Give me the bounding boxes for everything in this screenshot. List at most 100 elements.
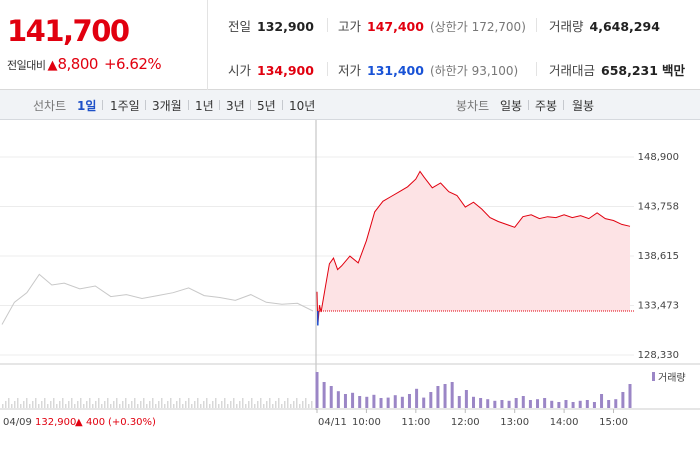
divider [327, 62, 328, 76]
prev-volume-bar [287, 398, 289, 408]
prev-volume-bar [35, 398, 37, 408]
prev-volume-bar [296, 398, 298, 408]
prev-volume-bar [302, 401, 304, 408]
prev-volume-bar [179, 398, 181, 408]
volume-bar [329, 386, 333, 408]
prev-volume-bar [242, 398, 244, 408]
low-value: 131,400 [367, 63, 424, 78]
period-5y-button[interactable]: 5년 [257, 99, 276, 113]
high-value: 147,400 [367, 19, 424, 34]
volume-bar [422, 397, 426, 408]
period-1w-button[interactable]: 1주일 [110, 99, 140, 113]
volume-bar [614, 399, 618, 408]
y-tick-label: 128,330 [638, 350, 679, 361]
prev-volume-bar [224, 398, 226, 408]
prev-volume-bar [233, 398, 235, 408]
prev-volume-bar [89, 398, 91, 408]
prev-volume-bar [107, 398, 109, 408]
prev-volume-bar [68, 401, 70, 408]
divider [327, 18, 328, 32]
prev-volume-bar [2, 404, 4, 408]
prev-volume-bar [203, 401, 205, 408]
prev-volume-bar [263, 404, 265, 408]
prev-volume-bar [281, 404, 283, 408]
prev-volume-bar [254, 404, 256, 408]
prev-volume-bar [266, 401, 268, 408]
prev-change-label: 400 [86, 417, 105, 428]
prev-volume-bar [131, 401, 133, 408]
volume-bar [436, 386, 440, 408]
volume-bar [514, 398, 518, 408]
separator [188, 100, 189, 110]
up-triangle-icon: ▲ [47, 58, 58, 73]
prev-volume-bar [95, 401, 97, 408]
separator [528, 100, 529, 110]
prev-volume-bar [137, 404, 139, 408]
volume-bar [479, 398, 483, 408]
prev-volume-bar [176, 401, 178, 408]
prev-volume-bar [167, 401, 169, 408]
weekly-candle-button[interactable]: 주봉 [535, 99, 558, 113]
period-3y-button[interactable]: 3년 [226, 99, 245, 113]
price-box: 141,700 전일대비 ▲8,800 +6.62% [0, 0, 208, 90]
prev-volume-bar [227, 404, 229, 408]
prev-volume-bar [92, 404, 94, 408]
prev-volume-bar [116, 398, 118, 408]
volume-bar [550, 400, 554, 408]
volume-legend-swatch [652, 372, 655, 381]
prev-volume-bar [218, 404, 220, 408]
prev-volume-bar [47, 404, 49, 408]
prev-volume-bar [164, 404, 166, 408]
volume-bar [592, 402, 596, 408]
x-tick-label: 13:00 [500, 417, 529, 428]
period-10y-button[interactable]: 10년 [289, 99, 316, 113]
prev-volume-bar [29, 404, 31, 408]
prev-volume-bar [260, 398, 262, 408]
candle-chart-label: 봉차트 [456, 99, 490, 113]
prev-volume-bar [38, 404, 40, 408]
prev-volume-bar [86, 401, 88, 408]
prev-volume-bar [80, 398, 82, 408]
volume-bar [607, 400, 611, 408]
prev-volume-bar [113, 401, 115, 408]
prev-volume-bar [125, 398, 127, 408]
volume-bar [493, 400, 497, 408]
prev-volume-bar [290, 404, 292, 408]
volume-bar [628, 384, 632, 408]
divider [536, 18, 537, 32]
quote-panel: 141,700 전일대비 ▲8,800 +6.62% 전일 132,900 고가 147… [0, 0, 700, 90]
prev-volume-bar [98, 398, 100, 408]
y-tick-label: 133,473 [638, 301, 679, 312]
daily-candle-button[interactable]: 일봉 [500, 99, 523, 113]
change-row: 전일대비 ▲8,800 +6.62% [7, 54, 162, 73]
prev-volume-bar [134, 398, 136, 408]
upper-limit: (상한가 172,700) [429, 20, 526, 34]
x-tick-label: 12:00 [451, 417, 480, 428]
period-3m-button[interactable]: 3개월 [152, 99, 182, 113]
prev-volume-bar [71, 398, 73, 408]
volume-bar [457, 396, 461, 408]
prev-volume-bar [308, 404, 310, 408]
volume-bar [564, 400, 568, 408]
prev-volume-bar [188, 398, 190, 408]
separator [563, 100, 564, 110]
x-tick-label: 14:00 [550, 417, 579, 428]
monthly-candle-button[interactable]: 월봉 [572, 99, 595, 113]
high-label: 고가 [338, 19, 362, 34]
prev-volume-bar [20, 404, 22, 408]
prev-volume-bar [65, 404, 67, 408]
period-1d-button[interactable]: 1일 [77, 99, 97, 113]
prev-volume-bar [146, 404, 148, 408]
separator [282, 100, 283, 110]
period-1y-button[interactable]: 1년 [195, 99, 214, 113]
prev-change-percent: (+0.30%) [108, 417, 156, 428]
x-tick-label: 11:00 [401, 417, 430, 428]
volume-bar [507, 400, 511, 408]
volume-bar [543, 398, 547, 408]
prev-volume-bar [275, 401, 277, 408]
x-tick-label: 15:00 [599, 417, 628, 428]
separator [102, 100, 103, 110]
y-axis-ticks: 148,900 143,758 138,615 133,473 128,330 [638, 152, 679, 361]
prev-volume-bar [62, 398, 64, 408]
prev-volume-bar [299, 404, 301, 408]
